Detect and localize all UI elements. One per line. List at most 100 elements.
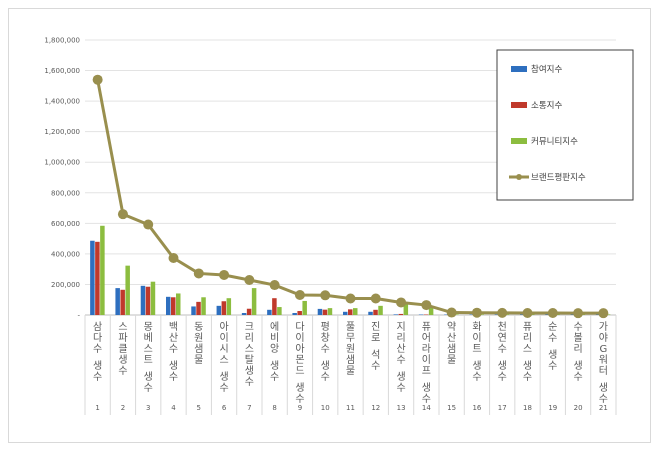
bar-2	[272, 298, 277, 315]
legend-label: 참여지수	[531, 64, 562, 75]
rank-label: 2	[121, 404, 125, 412]
bar-2	[120, 289, 125, 315]
bar-3	[428, 306, 434, 315]
line-point	[421, 300, 432, 311]
bar-2	[246, 308, 252, 315]
y-tick-label: 1,000,000	[44, 159, 80, 167]
bar-3	[555, 314, 560, 315]
line-point	[370, 293, 381, 304]
bar-1	[166, 296, 171, 315]
line-point	[547, 308, 558, 319]
y-tick-label: 1,200,000	[44, 128, 80, 136]
line-point	[269, 280, 280, 291]
bar-1	[216, 305, 222, 315]
bar-3	[100, 225, 105, 315]
bar-1	[393, 314, 399, 315]
rank-label: 19	[548, 404, 557, 412]
line-point	[143, 219, 154, 230]
rank-label: 12	[371, 404, 380, 412]
legend-swatch	[511, 102, 527, 108]
rank-label: 4	[171, 404, 176, 412]
line-point	[497, 307, 508, 318]
bar-2	[171, 297, 176, 315]
bar-3	[530, 314, 535, 315]
bar-1	[368, 311, 373, 315]
bar-2	[398, 313, 404, 315]
bar-2	[196, 301, 201, 315]
bar-1	[317, 308, 323, 315]
bar-2	[348, 309, 353, 315]
rank-label: 11	[346, 404, 355, 412]
bar-3	[125, 265, 130, 315]
legend-swatch	[511, 138, 527, 144]
rank-label: 17	[498, 404, 507, 412]
bar-3	[353, 308, 358, 315]
rank-label: 7	[247, 404, 251, 412]
bar-3	[378, 305, 383, 315]
rank-label: 20	[574, 404, 583, 412]
rank-label: 10	[321, 404, 330, 412]
y-tick-label: -	[77, 312, 80, 320]
bar-3	[251, 288, 257, 315]
rank-label: 1	[95, 404, 99, 412]
y-tick-label: 1,800,000	[44, 37, 80, 45]
rank-label: 21	[599, 404, 608, 412]
line-point	[168, 253, 179, 264]
line-point	[92, 74, 103, 85]
line-point	[471, 307, 482, 318]
line-point	[396, 297, 407, 308]
bar-2	[145, 286, 151, 315]
y-tick-label: 800,000	[51, 189, 80, 197]
rank-label: 8	[272, 404, 276, 412]
bar-1	[140, 285, 146, 315]
y-tick-label: 1,400,000	[44, 98, 80, 106]
rank-label: 15	[447, 404, 456, 412]
line-point	[320, 290, 331, 301]
line-point	[117, 209, 128, 220]
line-point	[598, 308, 609, 319]
bar-1	[267, 309, 272, 315]
rank-label: 3	[146, 404, 150, 412]
line-point	[522, 308, 533, 319]
bar-3	[403, 303, 409, 315]
bar-3	[277, 307, 282, 315]
bar-2	[322, 309, 328, 315]
line-point	[573, 308, 584, 319]
legend-marker	[516, 174, 522, 180]
bar-3	[479, 314, 484, 315]
bar-3	[454, 314, 459, 315]
line-point	[446, 307, 457, 318]
y-tick-label: 200,000	[51, 281, 80, 289]
legend-label: 커뮤니티지수	[531, 136, 578, 147]
rank-label: 6	[222, 404, 227, 412]
rank-label: 13	[397, 404, 406, 412]
bar-1	[292, 313, 297, 315]
y-tick-label: 600,000	[51, 220, 80, 228]
chart-frame	[8, 8, 651, 443]
bar-1	[90, 240, 95, 315]
bar-1	[191, 306, 196, 315]
bar-1	[115, 288, 120, 315]
rank-label: 14	[422, 404, 431, 412]
bar-3	[150, 281, 156, 315]
bar-2	[95, 241, 100, 315]
rank-label: 5	[197, 404, 201, 412]
line-point	[244, 275, 255, 286]
bar-3	[201, 297, 206, 315]
